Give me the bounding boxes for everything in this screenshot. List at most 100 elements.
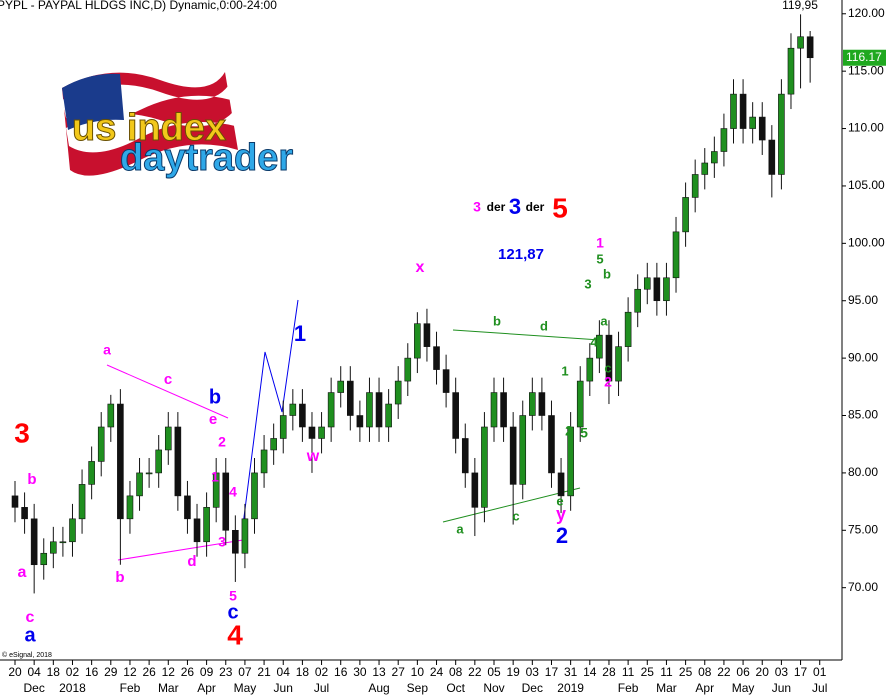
wave-label: 2 <box>604 374 612 390</box>
x-tick-label: 14 <box>583 665 597 679</box>
last-price-tag <box>843 49 886 66</box>
wave-label: a <box>103 342 111 358</box>
candle-body <box>433 346 440 370</box>
wave-label: d <box>187 553 196 570</box>
x-tick-label: 10 <box>411 665 425 679</box>
y-tick-label: 100.00 <box>848 236 885 250</box>
x-tick-label: 02 <box>66 665 80 679</box>
month-label: Oct <box>446 681 465 695</box>
x-tick-label: 16 <box>85 665 99 679</box>
trend-line <box>117 539 244 561</box>
source: © eSignal, 2018 <box>2 651 52 659</box>
candle-body <box>222 472 230 531</box>
candle-body <box>500 392 507 428</box>
candle-body <box>385 403 392 428</box>
wave-label: der <box>526 200 545 214</box>
candle-body <box>548 415 555 474</box>
x-tick-label: 16 <box>334 665 348 679</box>
logo: us index daytrader <box>62 72 294 180</box>
month-label: Feb <box>618 681 639 695</box>
candle-body <box>634 288 642 313</box>
x-tick-label: 23 <box>219 665 233 679</box>
trend-line <box>442 487 581 523</box>
candle-body <box>624 311 632 347</box>
month-label: May <box>732 681 755 695</box>
candle-body <box>586 357 594 382</box>
wave-label: a <box>24 624 36 646</box>
candle-body <box>30 518 38 566</box>
candle-body <box>461 438 469 474</box>
wave-label: 2 <box>565 423 573 439</box>
candle-body <box>576 380 584 428</box>
wave-label: 5 <box>580 425 588 441</box>
trend-line <box>106 364 229 419</box>
wave-label: 5 <box>229 588 237 604</box>
candle-body <box>251 472 258 520</box>
candle-body <box>778 93 785 175</box>
month-label: Aug <box>368 681 389 695</box>
wave-label: 2 <box>556 523 568 548</box>
wave-label: c <box>512 508 519 523</box>
x-tick-label: 07 <box>238 665 252 679</box>
candle-body <box>117 403 124 520</box>
x-tick-label: 24 <box>430 665 444 679</box>
candle-body <box>423 323 431 347</box>
wave-label: 2 <box>218 434 226 450</box>
month-label: Mar <box>656 681 677 695</box>
candle-body <box>346 380 354 416</box>
wave-label: 1 <box>294 321 306 346</box>
flag-canton <box>62 73 124 130</box>
candle-body <box>739 93 747 129</box>
x-tick-label: 30 <box>353 665 367 679</box>
wave-label: a <box>456 521 464 536</box>
month-label: Mar <box>158 681 179 695</box>
candle-body <box>260 449 268 474</box>
last-price-label: 116.17 <box>846 50 882 64</box>
x-tick-label: 09 <box>200 665 214 679</box>
month-label: Jun <box>274 681 293 695</box>
wave-label: 3 <box>14 417 30 448</box>
candle-body <box>768 139 776 175</box>
candle-body <box>203 507 210 543</box>
x-tick-label: 22 <box>468 665 482 679</box>
candle-body <box>174 426 182 497</box>
y-tick-label: 105.00 <box>848 178 885 192</box>
candle-body <box>643 277 651 290</box>
candle-body <box>155 449 162 474</box>
wave-label: 5 <box>596 251 603 266</box>
wave-label: 3 <box>584 276 591 291</box>
x-tick-label: 05 <box>487 665 501 679</box>
wave-label: 3 <box>218 534 226 550</box>
x-tick-label: 25 <box>641 665 655 679</box>
candle-body <box>11 495 19 508</box>
month-label: Feb <box>120 681 141 695</box>
x-tick-label: 08 <box>449 665 463 679</box>
candle-body <box>519 415 527 485</box>
candle-body <box>279 415 287 439</box>
candle-body <box>605 334 613 382</box>
candle-body <box>442 369 450 393</box>
wave-label: 3 <box>473 199 481 215</box>
month-label: Dec <box>522 681 543 695</box>
wave-label: a <box>600 313 608 328</box>
candle-body <box>538 392 546 416</box>
logo-text: daytrader <box>120 137 293 179</box>
candle-body <box>394 380 402 405</box>
candle-body <box>21 507 28 520</box>
x-tick-label: 08 <box>698 665 712 679</box>
candle-body <box>356 415 364 428</box>
y-tick-label: 70.00 <box>848 580 878 594</box>
x-tick-label: 03 <box>775 665 789 679</box>
trend-lines <box>106 299 601 561</box>
candle-body <box>691 174 699 198</box>
candle-body <box>720 128 728 152</box>
candle-body <box>481 426 488 508</box>
wave-label: y <box>556 504 566 524</box>
x-tick-label: 28 <box>602 665 616 679</box>
candle-body <box>653 277 661 302</box>
x-tick-label: 06 <box>736 665 750 679</box>
x-tick-label: 03 <box>526 665 540 679</box>
x-tick-label: 22 <box>717 665 731 679</box>
candle-body <box>615 346 622 382</box>
candle-body <box>730 93 737 129</box>
